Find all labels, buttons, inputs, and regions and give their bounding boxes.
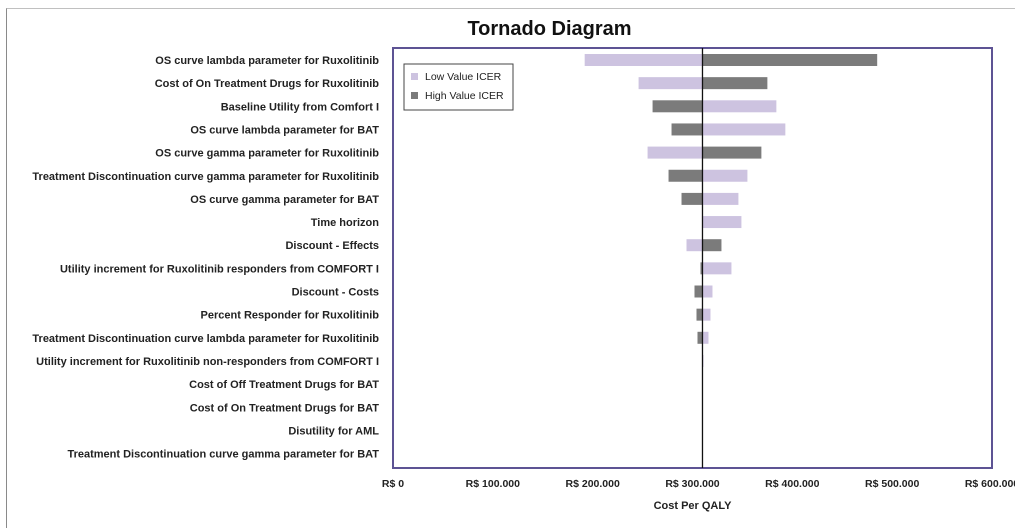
high-value-bar [671, 123, 703, 136]
category-labels: OS curve lambda parameter for Ruxolitini… [32, 55, 379, 461]
low-value-bar [702, 100, 777, 113]
legend-swatch [411, 73, 418, 80]
category-label: OS curve gamma parameter for Ruxolitinib [155, 148, 379, 160]
category-label: Time horizon [311, 217, 380, 229]
x-tick-label: R$ 200.000 [566, 478, 620, 490]
category-label: Percent Responder for Ruxolitinib [201, 310, 380, 322]
chart-title: Tornado Diagram [467, 18, 632, 40]
high-value-bar [702, 77, 768, 90]
x-axis-label: Cost Per QALY [654, 500, 733, 512]
high-value-bar [694, 285, 703, 298]
category-label: Utility increment for Ruxolitinib respon… [60, 263, 379, 275]
legend-entry: Low Value ICER [425, 71, 502, 83]
category-label: Utility increment for Ruxolitinib non-re… [36, 356, 379, 368]
chart-frame [6, 8, 1015, 528]
low-value-bar [702, 123, 786, 136]
high-value-bar [702, 54, 878, 66]
category-label: Disutility for AML [288, 425, 379, 437]
legend-box [403, 63, 514, 111]
low-value-bar [702, 285, 713, 298]
legend-swatch [411, 92, 418, 99]
category-label: Cost of On Treatment Drugs for BAT [190, 402, 380, 414]
category-label: Treatment Discontinuation curve gamma pa… [67, 449, 379, 461]
low-value-bar [702, 169, 748, 182]
high-value-bar [702, 239, 722, 252]
x-tick-label: R$ 400.000 [765, 478, 819, 490]
x-tick-labels: R$ 0 R$ 100.000 R$ 200.000 R$ 300.000 R$ 400… [382, 478, 1015, 490]
high-value-bar [696, 308, 703, 321]
x-tick-label: R$ 100.000 [466, 478, 520, 490]
category-label: Discount - Costs [292, 287, 379, 299]
legend-entry: High Value ICER [425, 90, 504, 102]
low-value-bar [686, 239, 703, 252]
x-tick-label: R$ 500.000 [865, 478, 919, 490]
legend: Low Value ICER High Value ICER [403, 63, 514, 111]
category-label: Baseline Utility from Comfort I [221, 101, 379, 113]
low-value-bar [702, 192, 739, 205]
high-value-bar [668, 169, 703, 182]
category-label: Treatment Discontinuation curve gamma pa… [32, 171, 379, 183]
category-label: OS curve lambda parameter for Ruxolitini… [155, 55, 379, 67]
category-label: Discount - Effects [285, 240, 379, 252]
x-tick-label: R$ 0 [382, 478, 404, 490]
tornado-chart: OS curve lambda parameter for Ruxolitini… [32, 47, 1015, 512]
category-label: Cost of On Treatment Drugs for Ruxolitin… [155, 78, 380, 90]
high-value-bar [681, 192, 703, 205]
category-label: Cost of Off Treatment Drugs for BAT [189, 379, 379, 391]
category-label: Treatment Discontinuation curve lambda p… [32, 333, 379, 345]
x-tick-label: R$ 600.000 [965, 478, 1015, 490]
low-value-bar [702, 331, 709, 344]
plot-area [392, 47, 993, 469]
x-tick-label: R$ 300.000 [665, 478, 719, 490]
high-value-bar [700, 262, 703, 275]
low-value-bar [638, 77, 703, 90]
low-value-bar [702, 216, 742, 229]
low-value-bar [584, 54, 703, 66]
low-value-bar [647, 146, 703, 159]
high-value-bar [702, 146, 762, 159]
category-label: OS curve lambda parameter for BAT [190, 124, 379, 136]
high-value-bar [652, 100, 703, 113]
bars-layer [584, 54, 878, 367]
low-value-bar [702, 308, 711, 321]
high-value-bar [697, 331, 703, 344]
category-label: OS curve gamma parameter for BAT [190, 194, 379, 206]
low-value-bar [702, 262, 732, 275]
